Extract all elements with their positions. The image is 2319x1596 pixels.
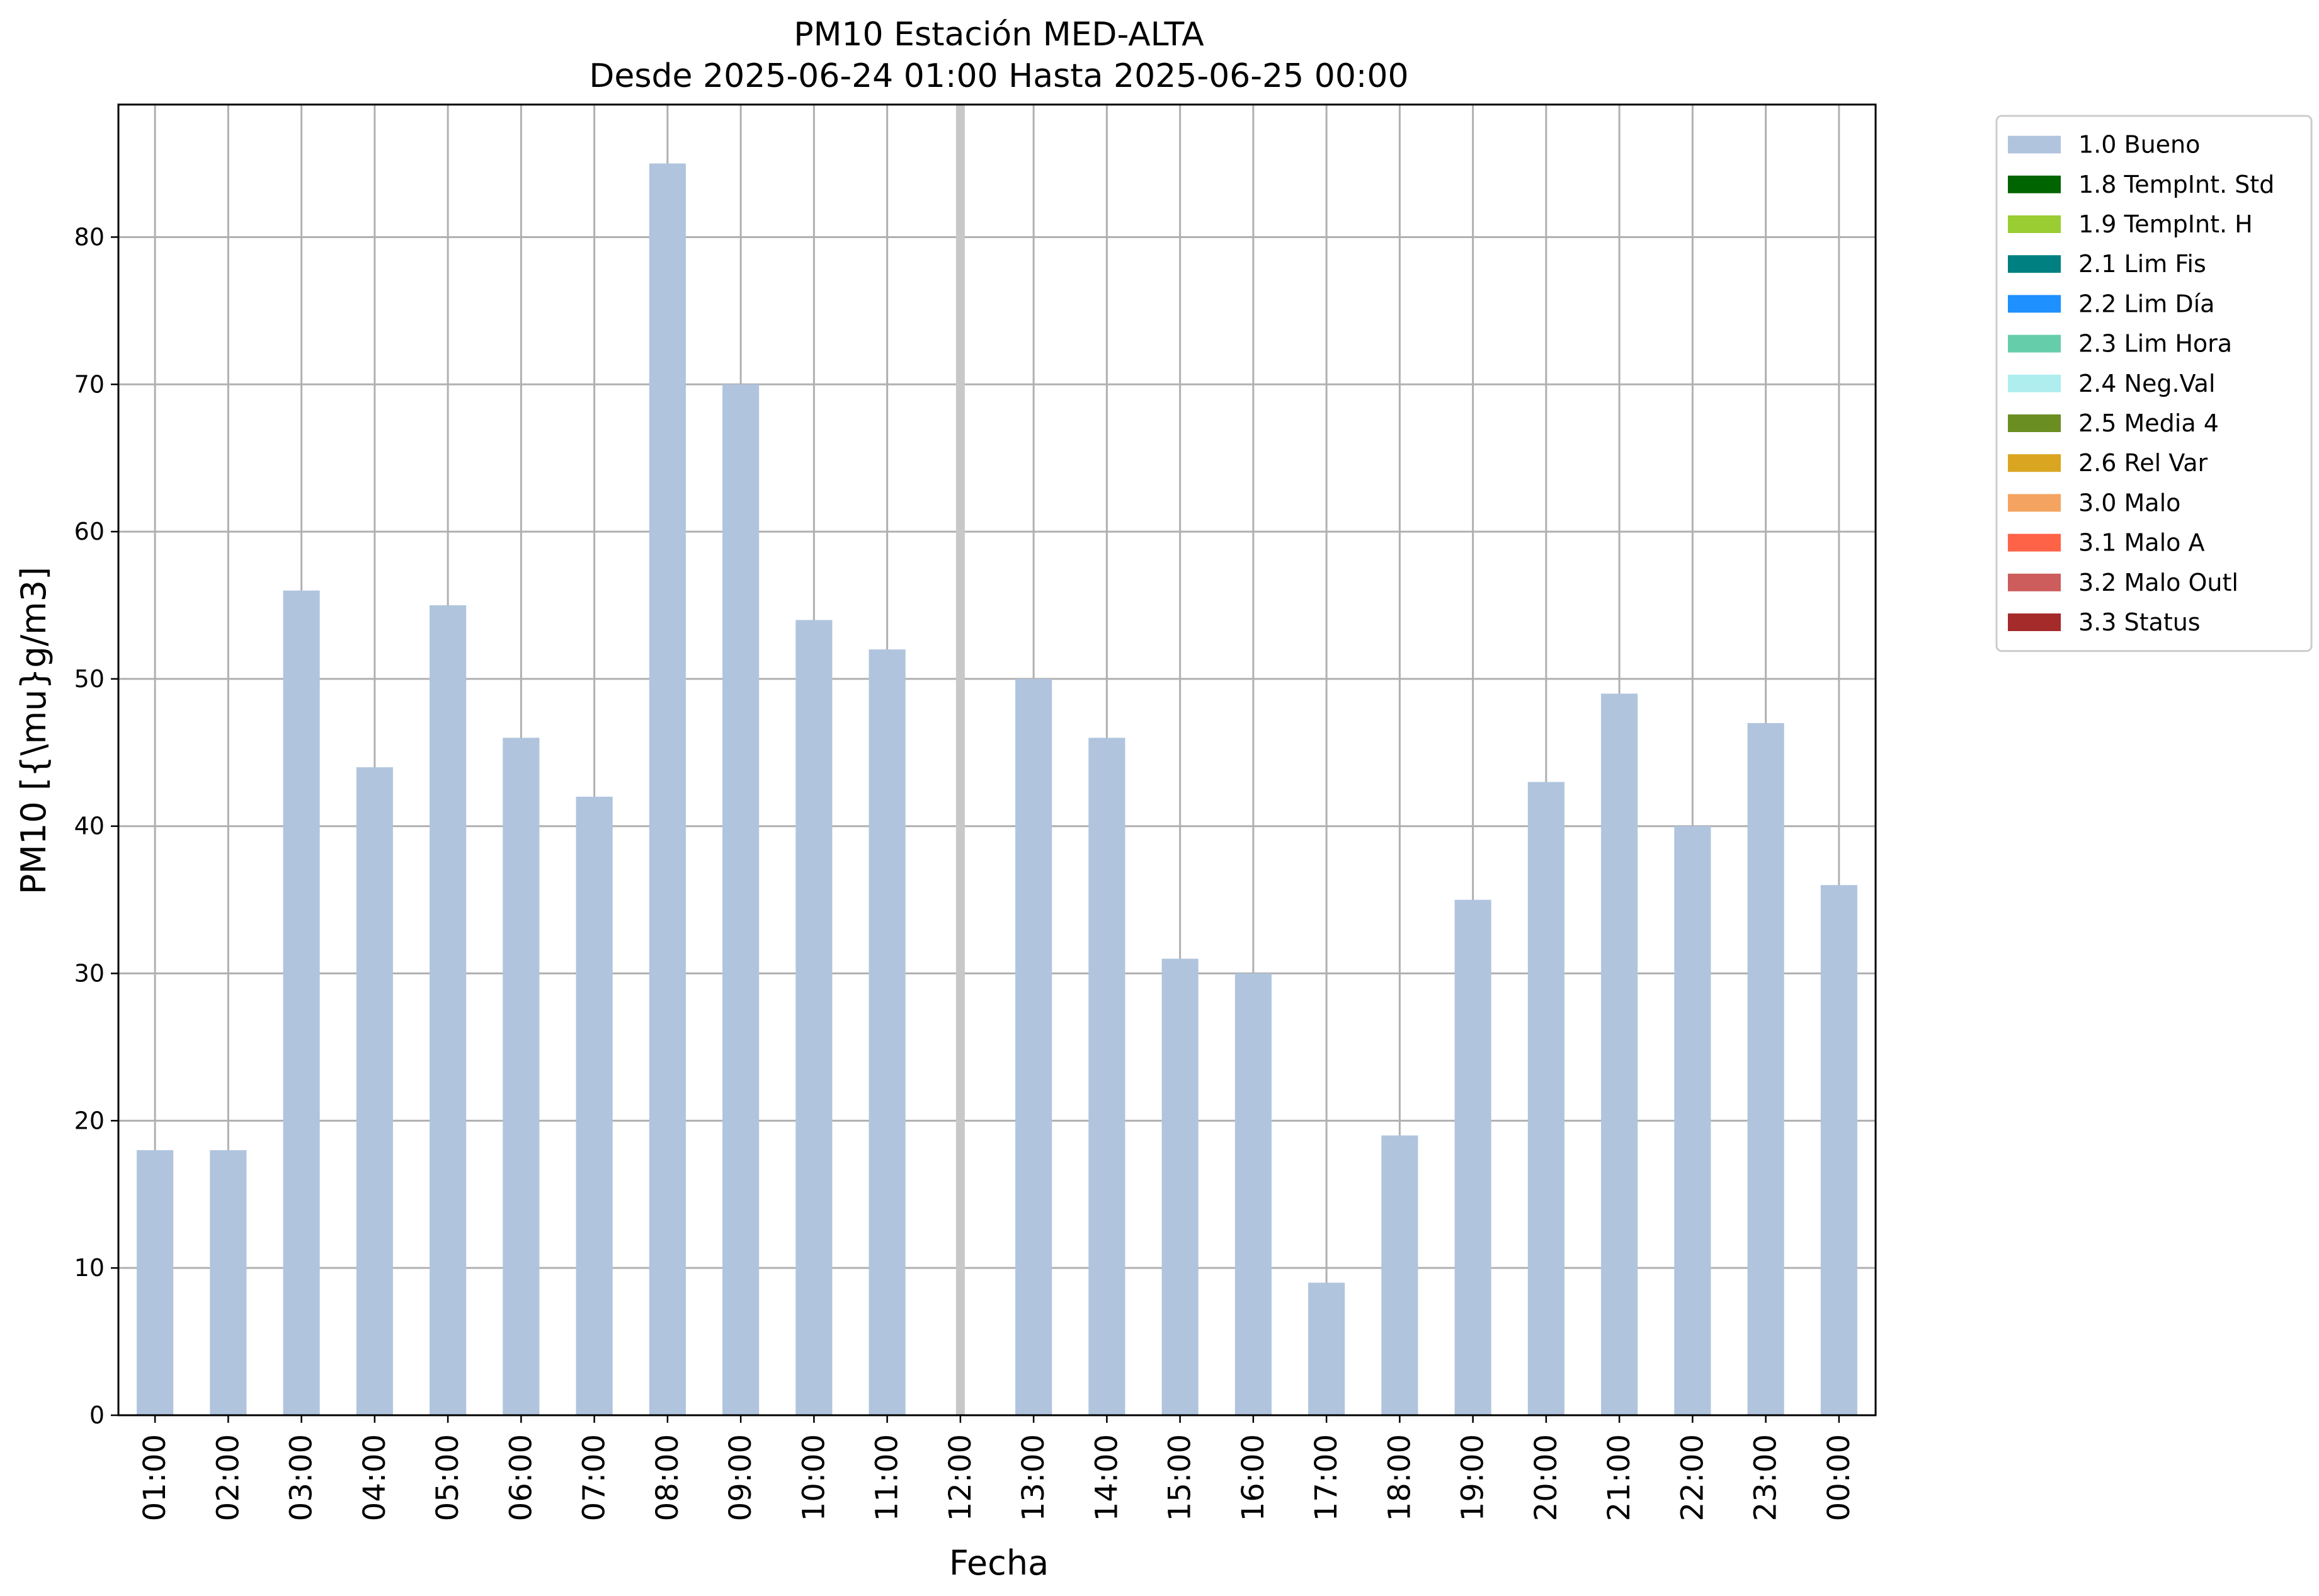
- bar-1100: [869, 649, 906, 1415]
- y-tick-label: 40: [74, 812, 105, 840]
- bar-0700: [576, 796, 613, 1415]
- bar-1500: [1161, 959, 1199, 1415]
- bar-1400: [1088, 738, 1125, 1415]
- legend-swatch: [2008, 295, 2061, 313]
- x-tick-label: 05:00: [430, 1434, 465, 1521]
- legend-entry: 1.9 TempInt. H: [2078, 210, 2253, 238]
- legend-swatch: [2008, 175, 2061, 193]
- bar-0100: [137, 1150, 174, 1415]
- bar-0300: [283, 590, 320, 1416]
- y-tick-label: 0: [89, 1401, 105, 1429]
- x-tick-label: 03:00: [284, 1434, 319, 1521]
- legend-entry: 3.1 Malo A: [2078, 529, 2204, 557]
- bar-2100: [1601, 693, 1638, 1415]
- bar-1900: [1454, 899, 1491, 1415]
- y-tick-label: 20: [74, 1107, 105, 1134]
- legend-entry: 3.3 Status: [2078, 608, 2201, 636]
- legend-entry: 3.2 Malo Outl: [2078, 569, 2238, 596]
- bar-0200: [210, 1150, 247, 1415]
- legend-swatch: [2008, 613, 2061, 631]
- x-tick-label: 12:00: [943, 1434, 978, 1521]
- x-tick-label: 10:00: [796, 1434, 831, 1521]
- y-tick-label: 70: [74, 370, 105, 398]
- legend-swatch: [2008, 135, 2061, 154]
- legend-swatch: [2008, 573, 2061, 591]
- bar-1600: [1234, 973, 1272, 1415]
- legend-swatch: [2008, 494, 2061, 512]
- legend-swatch: [2008, 334, 2061, 353]
- x-tick-label: 07:00: [577, 1434, 612, 1521]
- legend-entry: 3.0 Malo: [2078, 489, 2180, 516]
- x-tick-label: 08:00: [650, 1434, 685, 1521]
- x-tick-label: 18:00: [1382, 1434, 1417, 1521]
- y-tick-label: 10: [74, 1254, 105, 1282]
- x-tick-label: 01:00: [137, 1434, 173, 1521]
- bar-0000: [1820, 885, 1857, 1415]
- x-tick-label: 14:00: [1089, 1434, 1124, 1521]
- legend-entry: 1.8 TempInt. Std: [2078, 171, 2274, 198]
- x-tick-label: 02:00: [210, 1434, 246, 1521]
- x-tick-label: 09:00: [723, 1434, 758, 1521]
- legend-entry: 2.4 Neg.Val: [2078, 370, 2215, 397]
- x-tick-label: 19:00: [1456, 1434, 1491, 1521]
- legend-swatch: [2008, 374, 2061, 392]
- bar-0600: [503, 738, 540, 1415]
- bar-1300: [1015, 678, 1052, 1415]
- legend-swatch: [2008, 414, 2061, 432]
- chart-subtitle: Desde 2025-06-24 01:00 Hasta 2025-06-25 …: [589, 57, 1408, 95]
- bar-2200: [1674, 826, 1711, 1415]
- legend-swatch: [2008, 215, 2061, 233]
- x-axis-label: Fecha: [949, 1543, 1049, 1583]
- x-tick-label: 11:00: [870, 1434, 905, 1521]
- y-tick-label: 60: [74, 518, 105, 545]
- legend-swatch: [2008, 255, 2061, 273]
- x-tick-label: 15:00: [1163, 1434, 1198, 1521]
- x-tick-label: 04:00: [357, 1434, 392, 1521]
- plot-frame: [117, 103, 1877, 1416]
- legend-entry: 2.6 Rel Var: [2078, 449, 2208, 477]
- x-tick-label: 22:00: [1675, 1434, 1710, 1521]
- legend-entry: 2.3 Lim Hora: [2078, 330, 2232, 358]
- y-tick-label: 80: [74, 223, 105, 251]
- x-tick-label: 20:00: [1529, 1434, 1564, 1521]
- x-tick-label: 13:00: [1016, 1434, 1051, 1521]
- x-tick-label: 16:00: [1236, 1434, 1271, 1521]
- bar-0900: [722, 384, 760, 1415]
- x-tick-label: 06:00: [503, 1434, 538, 1521]
- legend-box: [1995, 115, 2313, 653]
- bar-2300: [1747, 723, 1784, 1415]
- x-tick-label: 21:00: [1602, 1434, 1637, 1521]
- legend-entry: 2.1 Lim Fis: [2078, 250, 2206, 278]
- y-tick-label: 30: [74, 960, 105, 988]
- legend-entry: 2.5 Media 4: [2078, 409, 2219, 437]
- x-tick-label: 23:00: [1748, 1434, 1784, 1521]
- legend-entry: 2.2 Lim Día: [2078, 290, 2214, 317]
- x-tick-label: 00:00: [1821, 1434, 1857, 1521]
- bar-0800: [649, 163, 686, 1415]
- legend-swatch: [2008, 533, 2061, 552]
- x-tick-label: 17:00: [1309, 1434, 1344, 1521]
- bar-2000: [1527, 782, 1564, 1415]
- chart-title: PM10 Estación MED-ALTA: [794, 16, 1204, 54]
- bar-0400: [356, 767, 393, 1415]
- bar-1000: [795, 620, 833, 1415]
- bar-1700: [1308, 1282, 1345, 1415]
- legend-entry: 1.0 Bueno: [2078, 131, 2200, 159]
- legend-swatch: [2008, 454, 2061, 472]
- bar-0500: [430, 605, 467, 1415]
- missing-data-marker: [955, 105, 965, 1415]
- bar-1800: [1381, 1135, 1418, 1415]
- y-axis-label: PM10 [{\mu}g/m3]: [14, 567, 54, 894]
- y-tick-label: 50: [74, 665, 105, 693]
